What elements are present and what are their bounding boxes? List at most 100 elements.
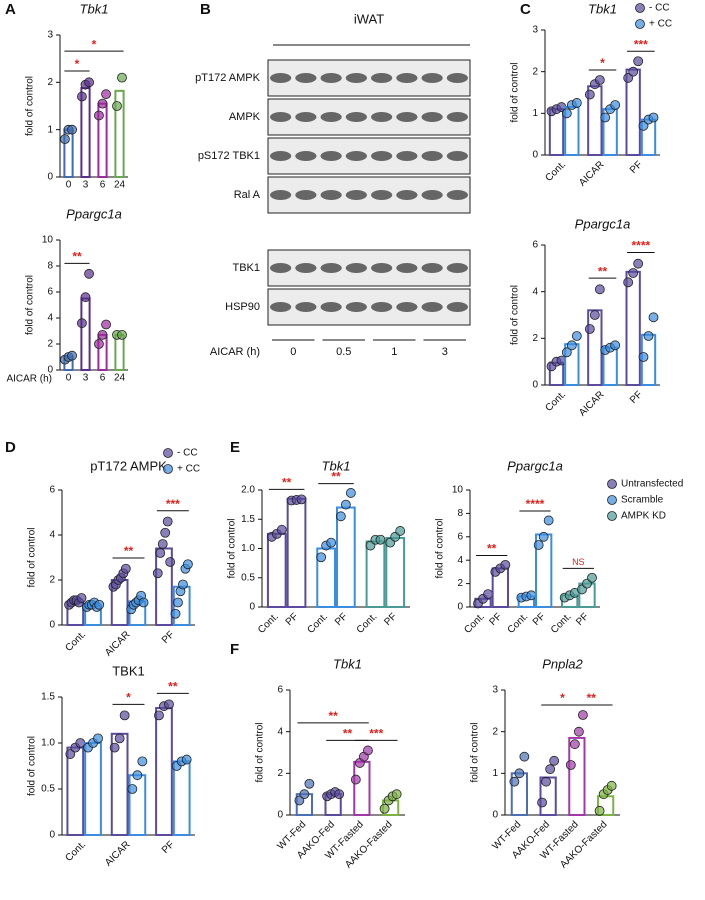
- y-tick-label: 4: [457, 555, 463, 566]
- y-tick-label: 0: [492, 810, 498, 821]
- panel-letter: F: [230, 641, 239, 658]
- data-point: [541, 776, 552, 787]
- y-tick-label: 0: [457, 602, 463, 613]
- x-tick-label: PF: [531, 611, 548, 628]
- x-tick-label: PF: [160, 839, 177, 856]
- y-tick-label: 10: [42, 235, 54, 246]
- data-point: [350, 774, 361, 785]
- data-point: [334, 789, 345, 800]
- x-tick-label: Cont.: [355, 611, 380, 636]
- data-point: [299, 789, 310, 800]
- data-point: [578, 710, 588, 720]
- x-tick-label: 24: [114, 373, 126, 384]
- x-tick-label: 3: [83, 180, 89, 191]
- bar: [336, 506, 356, 608]
- data-point: [594, 805, 605, 816]
- x-tick-label: 24: [114, 180, 126, 191]
- blot-band: [396, 263, 418, 273]
- chart-title: Tbk1: [322, 458, 351, 473]
- data-point: [94, 110, 104, 121]
- data-point: [178, 579, 188, 590]
- data-point: [571, 331, 582, 341]
- data-point: [335, 511, 346, 522]
- y-axis-label: fold of control: [25, 76, 36, 136]
- blot-row-label: TBK1: [232, 262, 260, 274]
- x-tick-label: Cont.: [462, 611, 487, 636]
- data-point: [183, 559, 193, 570]
- x-tick-label: PF: [574, 611, 591, 628]
- chart-title: Tbk1: [80, 1, 109, 16]
- data-point: [77, 318, 87, 329]
- data-point: [97, 98, 108, 109]
- blot-band: [396, 190, 418, 200]
- data-point: [94, 339, 104, 349]
- data-point: [633, 258, 644, 269]
- y-axis-label: fold of control: [255, 722, 266, 782]
- bar: [385, 536, 406, 608]
- chart-title: TBK1: [112, 663, 145, 678]
- significance-label: ***: [634, 37, 648, 51]
- y-tick-label: 0: [532, 380, 538, 391]
- timepoint-label: 3: [442, 346, 448, 358]
- legend-label: Untransfected: [621, 479, 683, 490]
- y-tick-label: 1: [47, 124, 53, 135]
- y-tick-label: 6: [457, 531, 463, 542]
- data-point: [114, 733, 125, 744]
- x-tick-label: Cont.: [543, 389, 568, 414]
- data-point: [316, 552, 327, 563]
- data-point: [545, 764, 556, 775]
- data-point: [509, 776, 520, 787]
- blot-row-label: HSP90: [225, 301, 260, 313]
- blot-band: [421, 73, 443, 83]
- x-tick-label: AICAR: [577, 159, 606, 188]
- significance-label: *: [126, 691, 131, 705]
- blot-band: [320, 112, 342, 122]
- data-point: [340, 499, 351, 510]
- data-point: [132, 770, 143, 781]
- data-point: [594, 75, 605, 85]
- y-tick-label: 4: [532, 286, 538, 297]
- legend-label: Scramble: [621, 495, 664, 506]
- significance-label: ***: [166, 497, 180, 511]
- blot-band: [295, 263, 317, 273]
- bar: [266, 532, 287, 608]
- legend-label: + CC: [177, 464, 200, 475]
- significance-label: **: [343, 727, 353, 741]
- blot-band: [345, 151, 367, 161]
- blot-band: [446, 73, 468, 83]
- y-tick-label: 3: [492, 685, 498, 696]
- x-tick-label: PF: [333, 611, 350, 628]
- chart-panel: pT172 AMPK fold of control 0 2 4 6 Cont. AICAR P…: [27, 448, 200, 659]
- data-point: [137, 756, 148, 767]
- data-point: [610, 100, 621, 110]
- data-point: [584, 324, 595, 334]
- data-point: [514, 768, 525, 779]
- blot-band: [320, 302, 342, 312]
- data-point: [533, 540, 544, 550]
- y-tick-label: 1.0: [241, 543, 255, 554]
- bar: [568, 736, 586, 817]
- y-axis-label: fold of control: [510, 285, 521, 345]
- x-tick-label: PF: [382, 611, 399, 628]
- legend-label: - CC: [177, 448, 198, 459]
- y-tick-label: 4: [49, 530, 55, 541]
- data-point: [117, 72, 127, 83]
- timepoint-label: 1: [391, 346, 397, 358]
- data-point: [633, 56, 644, 67]
- blot-band: [345, 73, 367, 83]
- timepoint-label: 0.5: [336, 346, 351, 358]
- blot-band: [320, 73, 342, 83]
- y-axis-label: fold of control: [27, 736, 38, 796]
- blot-band: [295, 112, 317, 122]
- blot-band: [396, 73, 418, 83]
- data-point: [76, 593, 87, 603]
- data-point: [84, 77, 94, 88]
- blot-band: [320, 263, 342, 273]
- bar: [365, 540, 386, 608]
- panel-letter: A: [5, 1, 16, 18]
- data-point: [165, 557, 176, 567]
- y-axis-label: fold of control: [435, 518, 446, 578]
- significance-label: *: [75, 57, 80, 71]
- y-tick-label: 2: [47, 339, 53, 350]
